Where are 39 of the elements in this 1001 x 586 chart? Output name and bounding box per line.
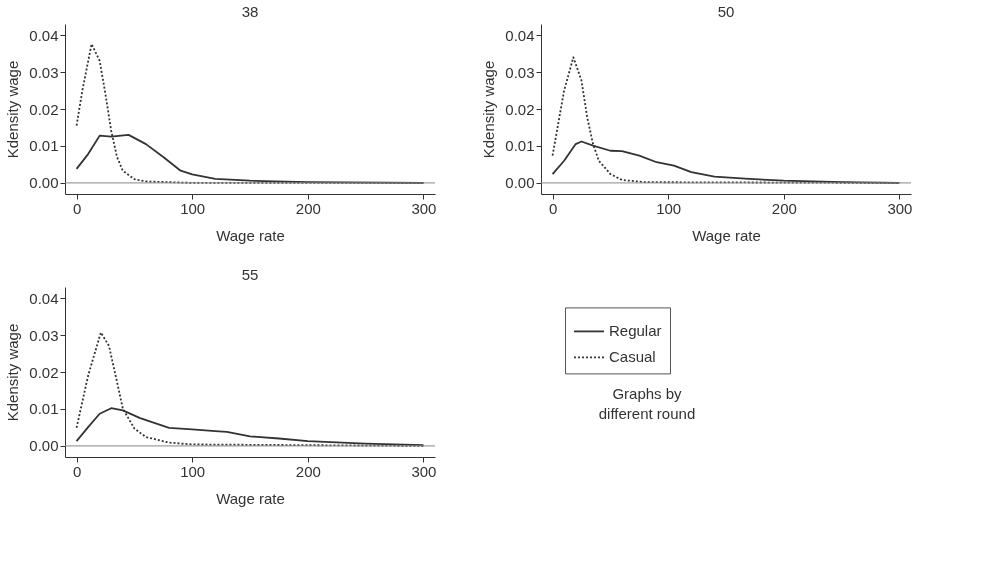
y-tick-label: 0.01: [29, 137, 59, 155]
x-tick-label: 100: [180, 462, 206, 480]
text: Graphs by different round: [598, 385, 696, 423]
legend-label: Casual: [609, 348, 656, 366]
x-tick-label: 300: [411, 462, 437, 480]
x-axis-title: Wage rate: [692, 226, 761, 244]
y-tick-label: 0.04: [29, 26, 59, 44]
y-tick-label: 0.02: [29, 363, 59, 381]
chart-title: 38: [241, 3, 259, 20]
y-tick-label: 0.01: [505, 137, 535, 155]
x-tick-label: 0: [72, 462, 82, 480]
x-tick-label: 100: [180, 199, 206, 217]
y-tick-label: 0.02: [29, 100, 59, 118]
y-tick-label: 0.03: [505, 63, 535, 81]
x-tick-label: 0: [548, 199, 558, 217]
x-tick-label: 200: [771, 199, 797, 217]
y-tick-label: 0.00: [29, 174, 59, 192]
y-tick-label: 0.03: [29, 326, 59, 344]
legend-label: Regular: [609, 322, 662, 340]
x-tick-label: 200: [295, 462, 321, 480]
chart-title: 55: [241, 266, 259, 283]
y-tick-label: 0.03: [29, 63, 59, 81]
y-axis-title: Kdensity wage: [4, 60, 22, 159]
x-tick-label: 300: [887, 199, 913, 217]
x-tick-label: 0: [72, 199, 82, 217]
y-tick-label: 0.00: [29, 437, 59, 455]
chart-title: 50: [717, 3, 735, 20]
x-tick-label: 300: [411, 199, 437, 217]
x-axis-title: Wage rate: [216, 489, 285, 507]
y-tick-label: 0.01: [29, 400, 59, 418]
y-tick-label: 0.00: [505, 174, 535, 192]
y-axis-title: Kdensity wage: [480, 60, 498, 159]
x-tick-label: 100: [656, 199, 682, 217]
y-tick-label: 0.02: [505, 100, 535, 118]
y-tick-label: 0.04: [29, 289, 59, 307]
x-tick-label: 200: [295, 199, 321, 217]
y-tick-label: 0.04: [505, 26, 535, 44]
x-axis-title: Wage rate: [216, 226, 285, 244]
y-axis-title: Kdensity wage: [4, 323, 22, 422]
